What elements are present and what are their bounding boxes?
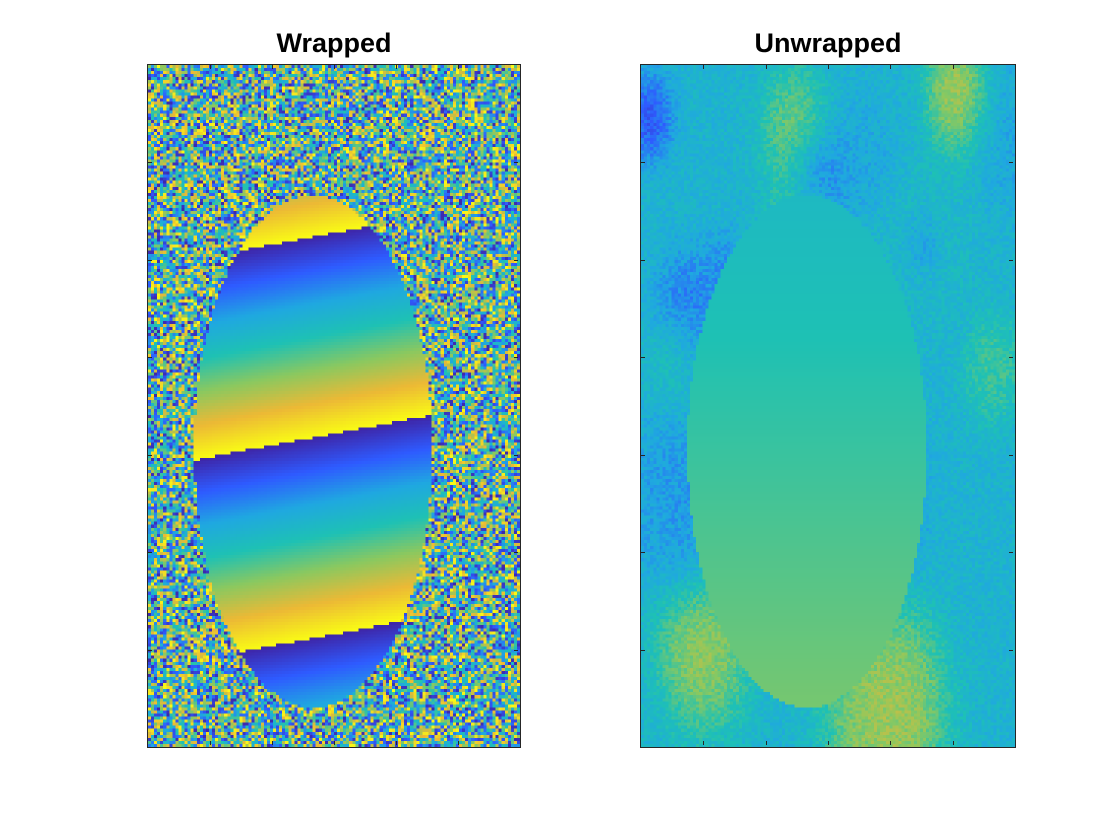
x-tick xyxy=(828,65,829,69)
y-tick xyxy=(641,162,645,163)
y-tick xyxy=(148,260,152,261)
x-tick xyxy=(953,65,954,69)
x-tick xyxy=(890,65,891,69)
x-tick xyxy=(828,741,829,745)
x-tick xyxy=(210,741,211,745)
y-tick xyxy=(1009,650,1013,651)
unwrapped-title: Unwrapped xyxy=(754,28,902,58)
y-tick xyxy=(1009,260,1013,261)
x-tick xyxy=(334,65,335,69)
y-tick xyxy=(148,357,152,358)
y-tick xyxy=(1009,455,1013,456)
x-tick xyxy=(703,65,704,69)
y-tick xyxy=(514,650,518,651)
x-tick xyxy=(210,65,211,69)
x-tick xyxy=(766,65,767,69)
unwrapped-phase-image xyxy=(640,64,1016,748)
y-tick xyxy=(148,455,152,456)
y-tick xyxy=(641,455,645,456)
y-tick xyxy=(148,162,152,163)
y-tick xyxy=(1009,552,1013,553)
y-tick xyxy=(514,260,518,261)
x-tick xyxy=(334,741,335,745)
y-tick xyxy=(148,552,152,553)
y-tick xyxy=(641,552,645,553)
x-tick xyxy=(458,65,459,69)
x-tick xyxy=(396,741,397,745)
y-tick xyxy=(641,650,645,651)
y-tick xyxy=(641,357,645,358)
y-tick xyxy=(514,552,518,553)
x-tick xyxy=(703,741,704,745)
y-tick xyxy=(514,357,518,358)
x-tick xyxy=(953,741,954,745)
y-tick xyxy=(641,260,645,261)
x-tick xyxy=(396,65,397,69)
y-tick xyxy=(148,650,152,651)
x-tick xyxy=(272,65,273,69)
y-tick xyxy=(1009,357,1013,358)
y-tick xyxy=(1009,162,1013,163)
wrapped-phase-image xyxy=(147,64,521,748)
x-tick xyxy=(766,741,767,745)
x-tick xyxy=(890,741,891,745)
wrapped-title: Wrapped xyxy=(276,28,392,58)
x-tick xyxy=(272,741,273,745)
x-tick xyxy=(458,741,459,745)
y-tick xyxy=(514,162,518,163)
y-tick xyxy=(514,455,518,456)
